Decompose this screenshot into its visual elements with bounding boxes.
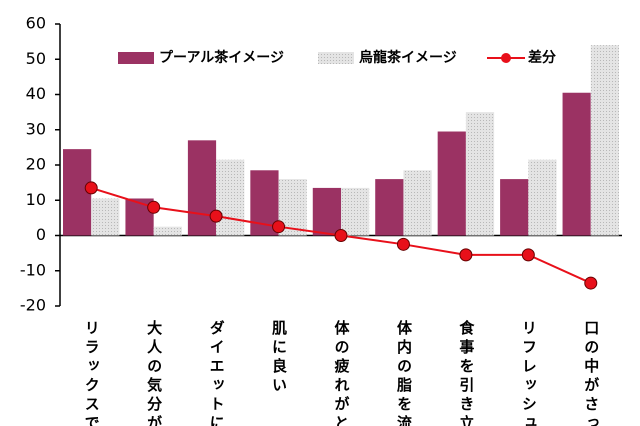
bar	[312, 187, 341, 236]
marker	[584, 276, 598, 290]
marker	[147, 200, 161, 214]
bar	[590, 45, 619, 236]
bar	[437, 131, 466, 236]
bar	[153, 226, 182, 236]
bar	[375, 179, 404, 236]
y-tick-label: 40	[26, 84, 46, 103]
bar	[216, 159, 245, 236]
bar	[528, 159, 557, 236]
y-tick-label: -20	[20, 296, 46, 315]
bar	[403, 170, 432, 236]
legend-marker	[501, 53, 511, 63]
marker	[272, 220, 286, 234]
x-tick-label: 大人の気分が	[145, 319, 163, 426]
y-tick-label: 10	[26, 190, 46, 209]
marker	[209, 209, 223, 223]
y-tick-label: 20	[26, 155, 46, 174]
legend-label: プーアル茶イメージ	[159, 49, 284, 66]
x-tick-label: 食事を引き立	[457, 319, 475, 426]
x-tick-label: リフレッシュ	[520, 320, 538, 426]
marker	[334, 229, 348, 242]
marker	[459, 248, 473, 262]
marker	[521, 248, 535, 262]
bar	[562, 92, 591, 236]
bar	[341, 187, 370, 236]
legend-label: 烏龍茶イメージ	[359, 49, 457, 66]
legend-swatch	[118, 52, 154, 64]
bar	[465, 112, 495, 236]
y-tick-label: 0	[36, 225, 46, 244]
x-tick-label: 体内の脂を流	[395, 319, 413, 426]
y-tick-label: 60	[26, 14, 46, 33]
marker	[84, 181, 98, 195]
bar	[91, 198, 120, 236]
bar	[187, 140, 217, 236]
y-tick-label: 50	[26, 49, 46, 68]
marker	[396, 237, 410, 251]
x-tick-label: リラックスで	[83, 320, 101, 426]
y-tick-label: 30	[26, 119, 46, 138]
x-tick-label: ダイエットに	[208, 319, 226, 426]
y-tick-label: -10	[20, 260, 46, 279]
x-tick-label: 肌に良い	[270, 320, 288, 396]
bar	[500, 179, 529, 236]
x-tick-label: 体の疲れがと	[333, 319, 351, 426]
x-tick-label: 口の中がさっ	[582, 320, 600, 426]
legend-swatch	[318, 52, 354, 64]
legend-label: 差分	[528, 49, 556, 66]
